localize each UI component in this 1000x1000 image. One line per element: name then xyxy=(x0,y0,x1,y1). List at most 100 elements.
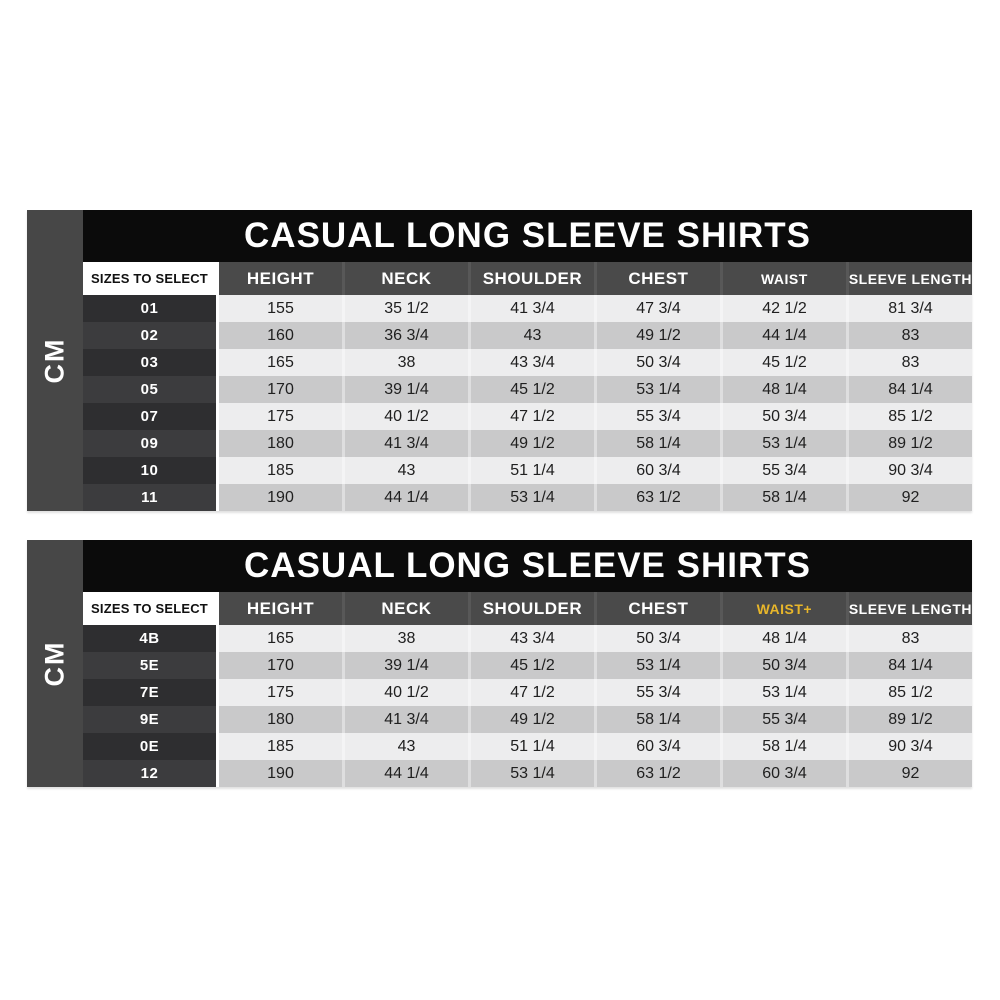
value-cell: 165 xyxy=(219,625,342,652)
unit-label: CM xyxy=(39,337,70,384)
table-header-row: SIZES TO SELECT HEIGHT NECK SHOULDER CHE… xyxy=(83,592,973,625)
value-cell: 180 xyxy=(219,430,342,457)
size-cell: 11 xyxy=(83,484,216,511)
value-cell: 190 xyxy=(219,760,342,787)
value-cell: 43 3/4 xyxy=(468,625,594,652)
column-header: WAIST xyxy=(719,262,846,295)
size-cell: 0E xyxy=(83,733,216,760)
value-cell: 58 1/4 xyxy=(594,430,720,457)
value-cell: 38 xyxy=(342,349,468,376)
value-cell: 48 1/4 xyxy=(720,376,846,403)
value-cell: 85 1/2 xyxy=(846,403,972,430)
sizes-to-select-header: SIZES TO SELECT xyxy=(83,592,216,625)
value-cell: 41 3/4 xyxy=(342,706,468,733)
value-cell: 41 3/4 xyxy=(342,430,468,457)
value-cell: 47 1/2 xyxy=(468,679,594,706)
value-cell: 47 1/2 xyxy=(468,403,594,430)
value-cell: 45 1/2 xyxy=(468,376,594,403)
value-cell: 58 1/4 xyxy=(594,706,720,733)
value-cell: 92 xyxy=(846,484,972,511)
value-cell: 63 1/2 xyxy=(594,484,720,511)
value-cell: 45 1/2 xyxy=(720,349,846,376)
value-cell: 175 xyxy=(219,403,342,430)
value-cell: 84 1/4 xyxy=(846,376,972,403)
value-cell: 49 1/2 xyxy=(468,430,594,457)
sizes-to-select-header: SIZES TO SELECT xyxy=(83,262,216,295)
size-cell: 4B xyxy=(83,625,216,652)
column-header: NECK xyxy=(341,592,468,625)
value-cell: 49 1/2 xyxy=(468,706,594,733)
table-row: 07 175 40 1/2 47 1/2 55 3/4 50 3/4 85 1/2 xyxy=(83,403,972,430)
value-cell: 55 3/4 xyxy=(594,679,720,706)
table-main: CASUAL LONG SLEEVE SHIRTS SIZES TO SELEC… xyxy=(83,210,973,511)
value-cell: 42 1/2 xyxy=(720,295,846,322)
size-cell: 7E xyxy=(83,679,216,706)
column-header: NECK xyxy=(341,262,468,295)
value-cell: 53 1/4 xyxy=(720,430,846,457)
value-cell: 55 3/4 xyxy=(594,403,720,430)
column-header: HEIGHT xyxy=(219,592,342,625)
value-cell: 39 1/4 xyxy=(342,376,468,403)
value-cell: 44 1/4 xyxy=(720,322,846,349)
value-cell: 48 1/4 xyxy=(720,625,846,652)
size-chart-table: CM CASUAL LONG SLEEVE SHIRTS SIZES TO SE… xyxy=(27,540,973,787)
value-cell: 83 xyxy=(846,625,972,652)
value-cell: 49 1/2 xyxy=(594,322,720,349)
value-cell: 50 3/4 xyxy=(594,349,720,376)
value-cell: 43 xyxy=(468,322,594,349)
value-cell: 53 1/4 xyxy=(468,484,594,511)
table-row: 4B 165 38 43 3/4 50 3/4 48 1/4 83 xyxy=(83,625,972,652)
table-title: CASUAL LONG SLEEVE SHIRTS xyxy=(244,546,811,585)
value-cell: 60 3/4 xyxy=(720,760,846,787)
value-cell: 160 xyxy=(219,322,342,349)
value-cell: 185 xyxy=(219,457,342,484)
value-cell: 51 1/4 xyxy=(468,457,594,484)
table-main: CASUAL LONG SLEEVE SHIRTS SIZES TO SELEC… xyxy=(83,540,973,787)
value-cell: 50 3/4 xyxy=(720,403,846,430)
value-cell: 185 xyxy=(219,733,342,760)
size-charts: CM CASUAL LONG SLEEVE SHIRTS SIZES TO SE… xyxy=(27,210,973,816)
size-cell: 05 xyxy=(83,376,216,403)
value-cell: 170 xyxy=(219,652,342,679)
column-header: SLEEVE LENGTH xyxy=(845,592,973,625)
value-cell: 39 1/4 xyxy=(342,652,468,679)
value-cell: 63 1/2 xyxy=(594,760,720,787)
size-cell: 5E xyxy=(83,652,216,679)
table-row: 0E 185 43 51 1/4 60 3/4 58 1/4 90 3/4 xyxy=(83,733,972,760)
size-cell: 02 xyxy=(83,322,216,349)
value-cell: 89 1/2 xyxy=(846,706,972,733)
column-header: CHEST xyxy=(593,592,720,625)
value-cell: 44 1/4 xyxy=(342,760,468,787)
value-cell: 40 1/2 xyxy=(342,679,468,706)
size-cell: 10 xyxy=(83,457,216,484)
value-cell: 90 3/4 xyxy=(846,457,972,484)
table-row: 5E 170 39 1/4 45 1/2 53 1/4 50 3/4 84 1/4 xyxy=(83,652,972,679)
size-cell: 01 xyxy=(83,295,216,322)
table-row: 11 190 44 1/4 53 1/4 63 1/2 58 1/4 92 xyxy=(83,484,972,511)
value-cell: 81 3/4 xyxy=(846,295,972,322)
size-cell: 03 xyxy=(83,349,216,376)
value-cell: 55 3/4 xyxy=(720,706,846,733)
value-cell: 60 3/4 xyxy=(594,457,720,484)
value-cell: 36 3/4 xyxy=(342,322,468,349)
table-rows: 01 155 35 1/2 41 3/4 47 3/4 42 1/2 81 3/4 02 … xyxy=(83,295,972,511)
column-header: SHOULDER xyxy=(467,262,594,295)
value-cell: 53 1/4 xyxy=(468,760,594,787)
size-cell: 9E xyxy=(83,706,216,733)
value-cell: 35 1/2 xyxy=(342,295,468,322)
value-cell: 38 xyxy=(342,625,468,652)
column-header: SHOULDER xyxy=(467,592,594,625)
value-cell: 58 1/4 xyxy=(720,484,846,511)
value-cell: 83 xyxy=(846,349,972,376)
value-cell: 180 xyxy=(219,706,342,733)
table-row: 10 185 43 51 1/4 60 3/4 55 3/4 90 3/4 xyxy=(83,457,972,484)
column-header: CHEST xyxy=(593,262,720,295)
column-header: HEIGHT xyxy=(219,262,342,295)
table-row: 09 180 41 3/4 49 1/2 58 1/4 53 1/4 89 1/2 xyxy=(83,430,972,457)
size-cell: 09 xyxy=(83,430,216,457)
value-cell: 55 3/4 xyxy=(720,457,846,484)
unit-sidebar: CM xyxy=(27,540,83,787)
table-row: 9E 180 41 3/4 49 1/2 58 1/4 55 3/4 89 1/2 xyxy=(83,706,972,733)
table-row: 12 190 44 1/4 53 1/4 63 1/2 60 3/4 92 xyxy=(83,760,972,787)
